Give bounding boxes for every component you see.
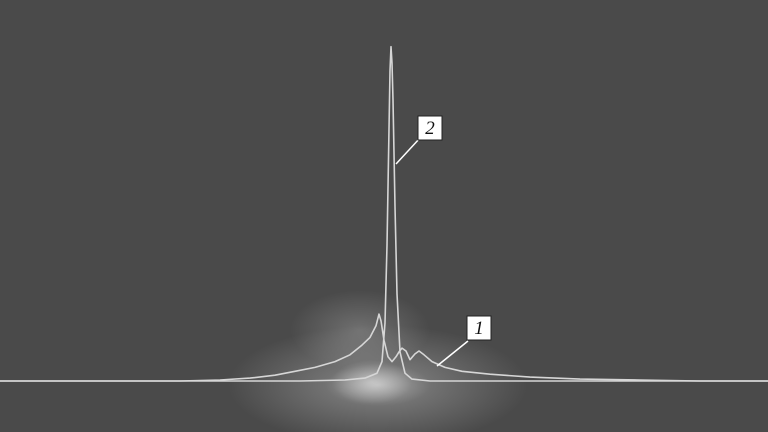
label-1-leader [436, 340, 469, 367]
series-label-1: 1 [436, 315, 492, 367]
scatter-glow-core [332, 360, 412, 404]
label-2-box [417, 115, 443, 141]
series-label-2: 2 [395, 115, 443, 165]
scatter-glow-upper [290, 290, 430, 370]
label-1-text: 1 [474, 318, 484, 339]
label-2-leader [395, 137, 421, 165]
series-line-2 [0, 45, 768, 382]
label-1-box [466, 315, 492, 341]
series-line-1 [0, 313, 768, 382]
label-2-text: 2 [425, 118, 435, 139]
series-layer [0, 45, 768, 382]
